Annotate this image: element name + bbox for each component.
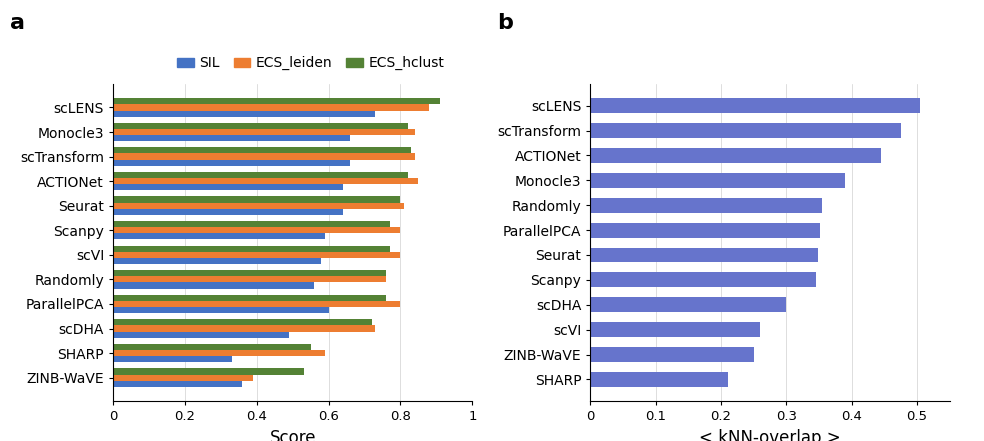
Bar bbox=[113, 319, 372, 325]
Bar bbox=[113, 111, 375, 117]
Bar bbox=[113, 160, 350, 166]
Bar bbox=[113, 184, 343, 191]
Bar bbox=[590, 123, 900, 138]
Bar bbox=[113, 246, 390, 252]
Bar bbox=[113, 227, 400, 233]
Legend: SIL, ECS_leiden, ECS_hclust: SIL, ECS_leiden, ECS_hclust bbox=[177, 56, 445, 71]
Bar bbox=[113, 325, 375, 332]
Bar bbox=[113, 98, 440, 105]
Text: b: b bbox=[497, 13, 513, 33]
Bar bbox=[590, 173, 845, 188]
Bar bbox=[590, 322, 761, 337]
Bar bbox=[113, 332, 289, 338]
Bar bbox=[113, 295, 386, 301]
Bar bbox=[590, 148, 881, 163]
Bar bbox=[113, 368, 303, 374]
X-axis label: Score: Score bbox=[270, 429, 316, 441]
Bar bbox=[113, 252, 400, 258]
Bar bbox=[113, 344, 311, 350]
Bar bbox=[113, 350, 325, 356]
Bar bbox=[590, 98, 920, 113]
Bar bbox=[113, 277, 386, 283]
Bar bbox=[113, 129, 415, 135]
Bar bbox=[113, 307, 329, 313]
Bar bbox=[113, 178, 418, 184]
X-axis label: < kNN-overlap >: < kNN-overlap > bbox=[699, 429, 841, 441]
Bar bbox=[590, 247, 818, 262]
Bar bbox=[113, 135, 350, 141]
Bar bbox=[113, 301, 400, 307]
Bar bbox=[113, 270, 386, 277]
Bar bbox=[590, 297, 786, 312]
Bar bbox=[590, 372, 727, 387]
Bar bbox=[590, 273, 816, 288]
Bar bbox=[113, 147, 411, 153]
Bar bbox=[113, 374, 253, 381]
Bar bbox=[113, 105, 429, 111]
Bar bbox=[113, 209, 343, 215]
Bar bbox=[113, 202, 404, 209]
Bar bbox=[113, 233, 325, 239]
Bar bbox=[113, 172, 407, 178]
Bar bbox=[113, 123, 407, 129]
Bar bbox=[113, 153, 415, 160]
Bar bbox=[113, 283, 314, 288]
Bar bbox=[590, 223, 821, 238]
Bar bbox=[113, 221, 390, 227]
Bar bbox=[590, 198, 823, 213]
Bar bbox=[590, 347, 754, 362]
Bar bbox=[113, 356, 231, 363]
Bar bbox=[113, 381, 242, 387]
Bar bbox=[113, 197, 400, 202]
Bar bbox=[113, 258, 322, 264]
Text: a: a bbox=[10, 13, 25, 33]
